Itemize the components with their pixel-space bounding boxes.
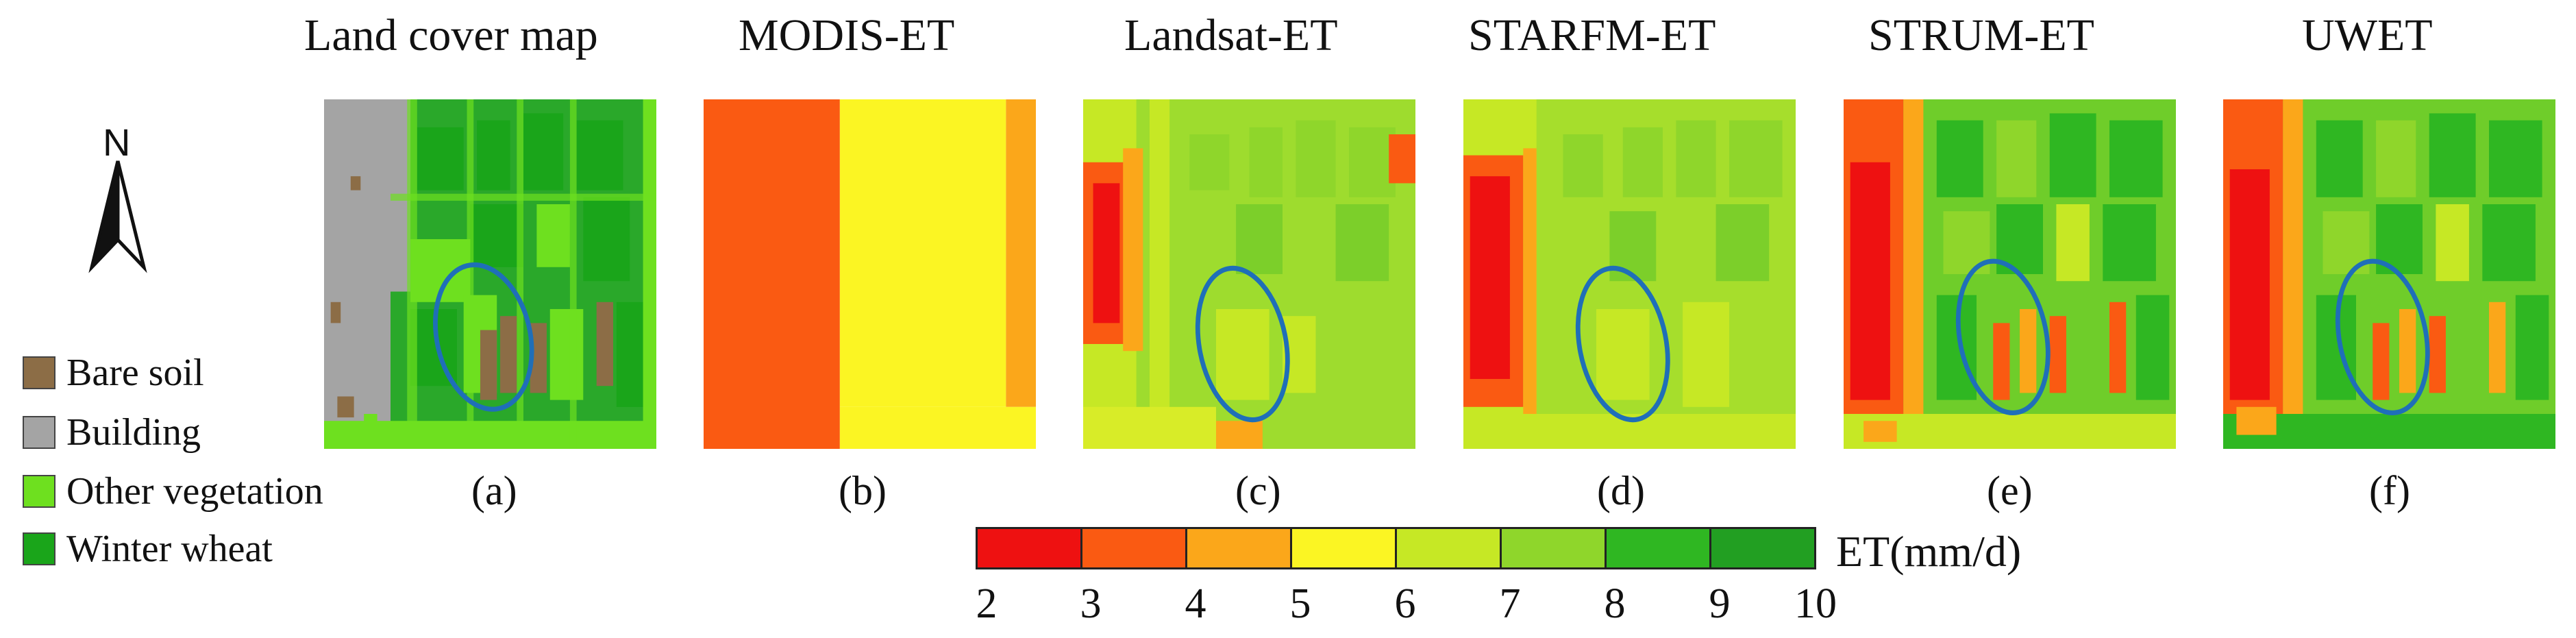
panel-a-title: Land cover map [304,10,598,60]
panel-d-label: (d) [1597,468,1645,513]
legend-swatch [23,475,55,508]
colorbar-tick: 10 [1794,580,1837,627]
colorbar-segment [1082,529,1187,567]
panel-c-title: Landsat-ET [1124,10,1338,60]
colorbar-segment [1502,529,1607,567]
colorbar-tick: 8 [1604,580,1626,627]
panel-b-title: MODIS-ET [739,10,955,60]
legend-label: Other vegetation [66,470,323,513]
legend-label: Winter wheat [66,528,273,570]
colorbar-tick: 6 [1394,580,1416,627]
panel-f-label: (f) [2369,468,2410,513]
legend-swatch [23,356,55,389]
colorbar-tick: 9 [1709,580,1731,627]
legend-item-other-vegetation: Other vegetation [23,470,323,513]
panel-f-map [2223,99,2555,449]
panel-e-title: STRUM-ET [1868,10,2094,60]
legend-item-bare-soil: Bare soil [23,352,204,394]
panel-a-map [324,99,656,449]
panel-e-label: (e) [1987,468,2033,513]
colorbar-segment [1397,529,1502,567]
legend-swatch [23,416,55,449]
panel-b-label: (b) [839,468,887,513]
colorbar-segment [978,529,1082,567]
colorbar-segment [1292,529,1397,567]
colorbar-tick: 2 [976,580,998,627]
legend-item-building: Building [23,411,201,454]
colorbar-segment [1607,529,1711,567]
panel-a-label: (a) [471,468,517,513]
colorbar-tick: 4 [1185,580,1206,627]
legend-label: Building [66,411,201,454]
colorbar-segment [1711,529,1814,567]
colorbar-unit-label: ET(mm/d) [1836,527,2022,576]
panel-c-label: (c) [1235,468,1281,513]
panel-c-map [1083,99,1415,449]
et-colorbar [976,527,1816,569]
panel-f-title: UWET [2302,10,2433,60]
colorbar-tick: 5 [1289,580,1311,627]
legend-label: Bare soil [66,352,204,394]
panel-e-map [1844,99,2176,449]
legend-swatch [23,532,55,565]
panel-d-title: STARFM-ET [1468,10,1716,60]
colorbar-tick: 7 [1499,580,1521,627]
colorbar-segment [1187,529,1292,567]
north-arrow-icon [88,160,147,273]
colorbar-tick: 3 [1080,580,1102,627]
north-label: N [103,121,131,164]
panel-b-map [704,99,1036,449]
legend-item-winter-wheat: Winter wheat [23,528,273,570]
panel-d-map [1463,99,1796,449]
